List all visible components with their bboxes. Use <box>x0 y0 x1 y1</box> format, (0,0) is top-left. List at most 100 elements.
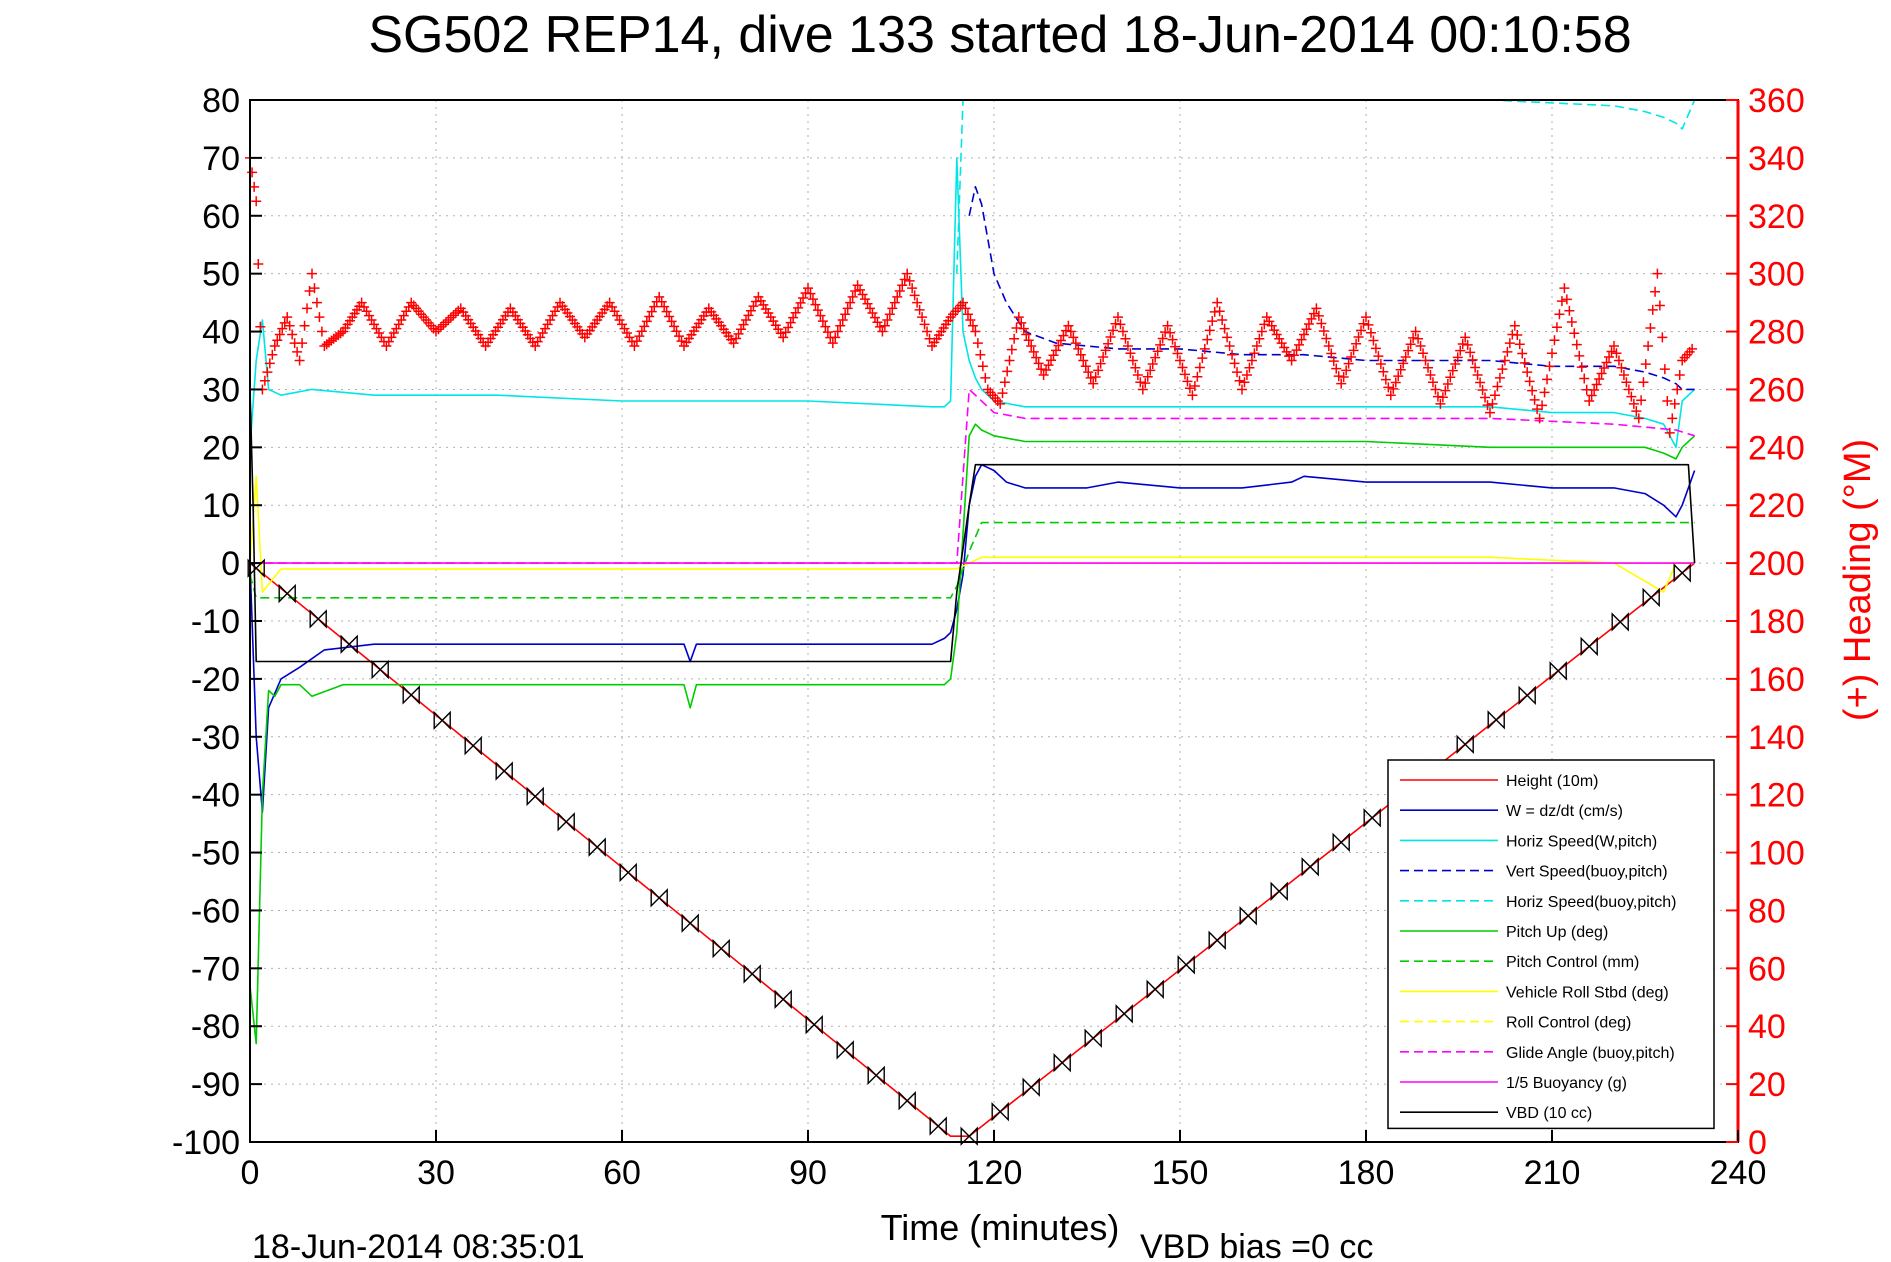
y2-tick-label: 20 <box>1748 1066 1786 1104</box>
heading-point <box>1609 341 1619 352</box>
heading-point <box>1606 346 1617 357</box>
heading-point <box>641 316 652 327</box>
depth-marker <box>898 1091 916 1111</box>
heading-point <box>860 294 871 305</box>
heading-point <box>970 326 981 337</box>
heading-point <box>1269 325 1280 336</box>
heading-point <box>1207 316 1218 327</box>
heading-point <box>1591 379 1602 390</box>
heading-point <box>1576 362 1587 373</box>
heading-point <box>731 333 742 344</box>
heading-point <box>1502 346 1513 357</box>
heading-point <box>316 326 327 337</box>
footer-timestamp: 18-Jun-2014 08:35:01 <box>252 1228 585 1262</box>
depth-marker <box>1053 1053 1071 1073</box>
heading-point <box>654 291 665 302</box>
heading-point <box>659 301 670 312</box>
heading-point <box>264 358 275 369</box>
heading-point <box>862 298 873 309</box>
y2-tick-label: 180 <box>1748 603 1805 641</box>
heading-point <box>1187 390 1198 401</box>
y2-tick-label: 0 <box>1748 1124 1767 1162</box>
y2-tick-label: 120 <box>1748 777 1805 815</box>
heading-point <box>1527 385 1538 396</box>
heading-point <box>1120 333 1131 344</box>
heading-point <box>788 312 799 323</box>
y2-tick-label: 240 <box>1748 429 1805 467</box>
heading-point <box>1100 345 1111 356</box>
heading-point <box>1395 364 1406 375</box>
heading-point <box>1103 338 1114 349</box>
heading-point <box>1664 427 1675 438</box>
legend-entry: VBD (10 cc) <box>1506 1105 1592 1122</box>
heading-point <box>396 314 407 325</box>
heading-point <box>795 297 806 308</box>
heading-point <box>1672 384 1683 395</box>
y-tick-label: -10 <box>191 603 240 641</box>
heading-point <box>631 336 642 347</box>
heading-point <box>398 310 409 321</box>
legend-entry: Vert Speed(buoy,pitch) <box>1506 864 1668 881</box>
heading-point <box>1271 329 1282 340</box>
heading-point <box>1341 365 1352 376</box>
heading-point <box>1517 348 1528 359</box>
heading-point <box>287 329 298 340</box>
heading-point <box>899 274 910 285</box>
heading-point <box>1509 320 1520 331</box>
heading-point <box>783 322 794 333</box>
heading-point <box>1489 390 1500 401</box>
heading-point <box>1669 398 1680 409</box>
heading-point <box>1358 318 1369 329</box>
heading-point <box>869 312 880 323</box>
heading-point <box>962 309 973 320</box>
heading-point <box>822 327 833 338</box>
heading-point <box>1390 377 1401 388</box>
depth-marker <box>1332 832 1350 853</box>
heading-point <box>1147 358 1158 369</box>
heading-point <box>1539 387 1550 398</box>
legend-entry: Roll Control (deg) <box>1506 1015 1631 1032</box>
heading-point <box>1175 355 1185 366</box>
heading-point <box>1249 348 1260 359</box>
heading-point <box>1145 365 1156 376</box>
heading-point <box>1571 339 1582 350</box>
heading-point <box>1551 322 1562 333</box>
heading-point <box>314 312 325 323</box>
heading-point <box>1423 362 1433 373</box>
heading-point <box>733 328 744 339</box>
heading-point <box>1192 371 1203 382</box>
heading-point <box>1051 345 1061 356</box>
heading-point <box>1167 334 1178 345</box>
heading-point <box>253 259 264 270</box>
heading-point <box>1626 391 1637 402</box>
x-tick-label: 90 <box>789 1154 827 1192</box>
depth-marker <box>1115 1004 1133 1024</box>
heading-point <box>1073 343 1084 354</box>
heading-point <box>1306 313 1317 324</box>
depth-marker <box>1239 906 1257 926</box>
heading-point <box>443 314 454 325</box>
heading-point <box>1286 355 1297 366</box>
x-tick-label: 150 <box>1152 1154 1209 1192</box>
heading-point <box>887 303 898 314</box>
legend-entry: 1/5 Buoyancy (g) <box>1506 1075 1627 1092</box>
heading-point <box>1519 357 1530 368</box>
heading-point <box>1294 339 1305 350</box>
heading-point <box>1638 377 1649 388</box>
y-tick-label: -90 <box>191 1066 240 1104</box>
heading-point <box>1380 374 1391 385</box>
depth-marker <box>1642 587 1660 608</box>
heading-point <box>1477 385 1488 396</box>
heading-point <box>1378 366 1389 377</box>
heading-point <box>1413 333 1424 344</box>
heading-point <box>1284 351 1295 362</box>
axes: 0 30 60 90 120 150 180 210 24080706050403020100-… <box>172 82 1805 1192</box>
heading-point <box>1455 345 1466 356</box>
depth-marker <box>1456 734 1474 755</box>
depth-marker <box>960 1126 978 1146</box>
y2-tick-label: 300 <box>1748 256 1805 294</box>
heading-point <box>1026 341 1037 352</box>
heading-point <box>1070 338 1081 349</box>
depth-marker <box>557 812 575 832</box>
heading-point <box>671 326 682 337</box>
